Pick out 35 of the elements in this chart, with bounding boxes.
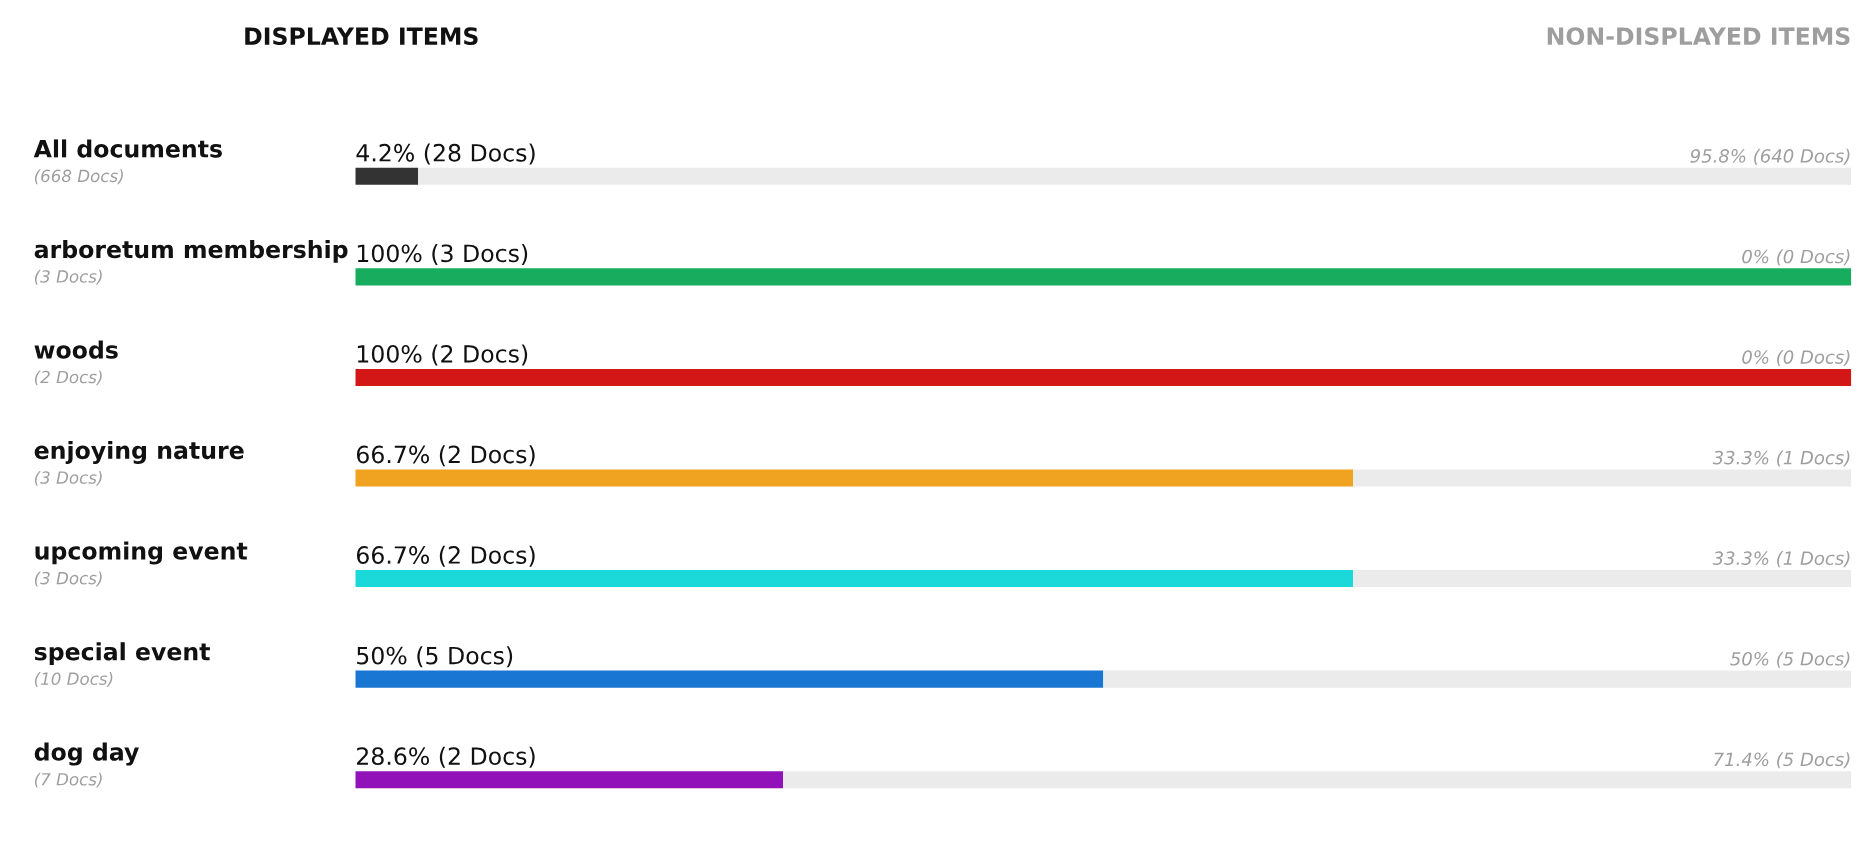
data-label: 0% (0 Docs) [1742,349,1850,367]
data-label: 0% (0 Docs) [1742,249,1850,266]
bar [355,368,1852,386]
data-label: 50% (5 Docs) [357,646,513,668]
data-label: 66.7% (2 Docs) [356,545,535,567]
bar [355,570,1354,588]
data-label: 50% (5 Docs) [1730,651,1850,668]
bar [355,167,419,185]
y-tick-label: dog day (7 Docs) [34,742,139,788]
data-label: 33.3% (1 Docs) [1712,551,1850,568]
data-label: 66.7% (2 Docs) [356,445,535,467]
y-tick-label: special event (10 Docs) [34,642,210,687]
data-label: 95.8% (640 Docs) [1690,148,1850,165]
data-label: 4.2% (28 Docs) [356,143,535,165]
y-tick-label: All documents (668 Docs) [33,139,222,185]
data-label: 71.4% (5 Docs) [1714,752,1850,769]
y-tick-label: arboretum membership (3 Docs) [34,239,348,285]
data-label: 100% (2 Docs) [357,344,528,366]
data-label: 33.3% (1 Docs) [1712,450,1850,467]
text: NON-DISPLAYED ITEMS [1547,27,1850,46]
bar [355,670,1104,688]
y-tick-label: upcoming event (3 Docs) [34,541,248,587]
bar [783,771,1852,789]
y-tick-label: enjoying nature (3 Docs) [34,440,244,486]
bar [1353,570,1852,588]
bar [355,268,1852,286]
bar [1103,670,1852,688]
y-tick-label: woods (2 Docs) [34,340,118,386]
data-label: 100% (3 Docs) [357,244,528,266]
bar [355,771,784,789]
text: DISPLAYED ITEMS [245,27,478,46]
bar [355,469,1354,487]
bar [418,167,1852,185]
data-label: 28.6% (2 Docs) [357,746,535,768]
bar [1353,469,1852,487]
